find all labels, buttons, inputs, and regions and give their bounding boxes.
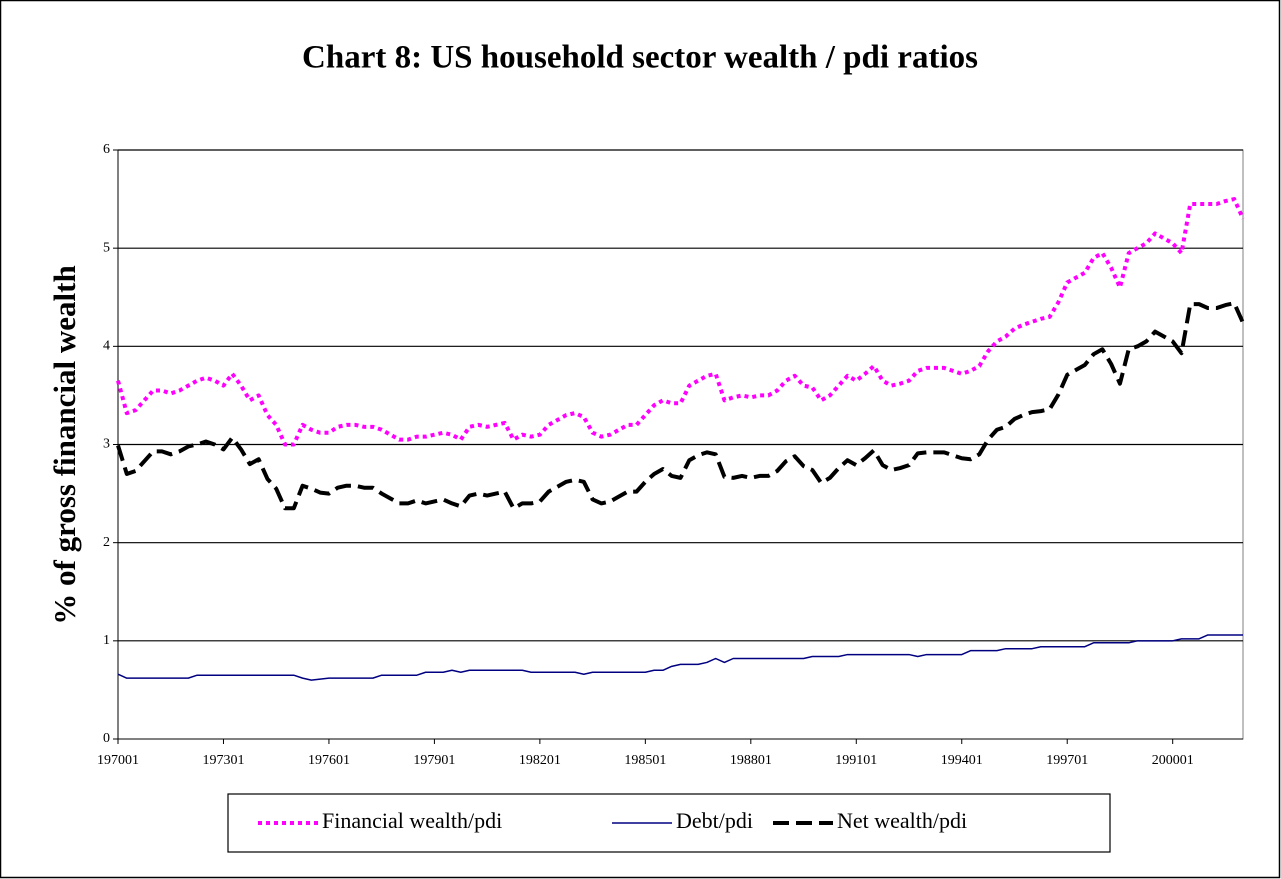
series-line — [117, 634, 1243, 681]
series-line — [116, 301, 1245, 511]
x-tick-label: 197001 — [97, 753, 139, 768]
y-axis-label: % of gross financial wealth — [47, 265, 82, 624]
y-tick-label: 0 — [103, 731, 110, 746]
y-tick-label: 2 — [103, 535, 110, 550]
x-tick-label: 198201 — [519, 753, 561, 768]
y-tick-label: 3 — [103, 437, 110, 452]
x-tick-label: 197901 — [413, 753, 455, 768]
x-tick-label: 199401 — [941, 753, 983, 768]
y-tick-label: 5 — [103, 240, 110, 255]
legend-label: Debt/pdi — [676, 808, 753, 833]
x-tick-label: 199701 — [1046, 753, 1088, 768]
series-line — [116, 197, 1245, 447]
x-tick-label: 200001 — [1152, 753, 1194, 768]
y-tick-label: 4 — [103, 339, 110, 354]
x-tick-label: 197601 — [308, 753, 350, 768]
x-tick-label: 198501 — [624, 753, 666, 768]
y-tick-label: 6 — [103, 142, 110, 157]
x-tick-label: 198801 — [730, 753, 772, 768]
x-tick-label: 199101 — [835, 753, 877, 768]
legend-label: Financial wealth/pdi — [322, 808, 502, 833]
chart-title: Chart 8: US household sector wealth / pd… — [302, 40, 978, 76]
x-tick-label: 197301 — [202, 753, 244, 768]
y-tick-label: 1 — [103, 633, 110, 648]
legend-label: Net wealth/pdi — [837, 808, 967, 833]
